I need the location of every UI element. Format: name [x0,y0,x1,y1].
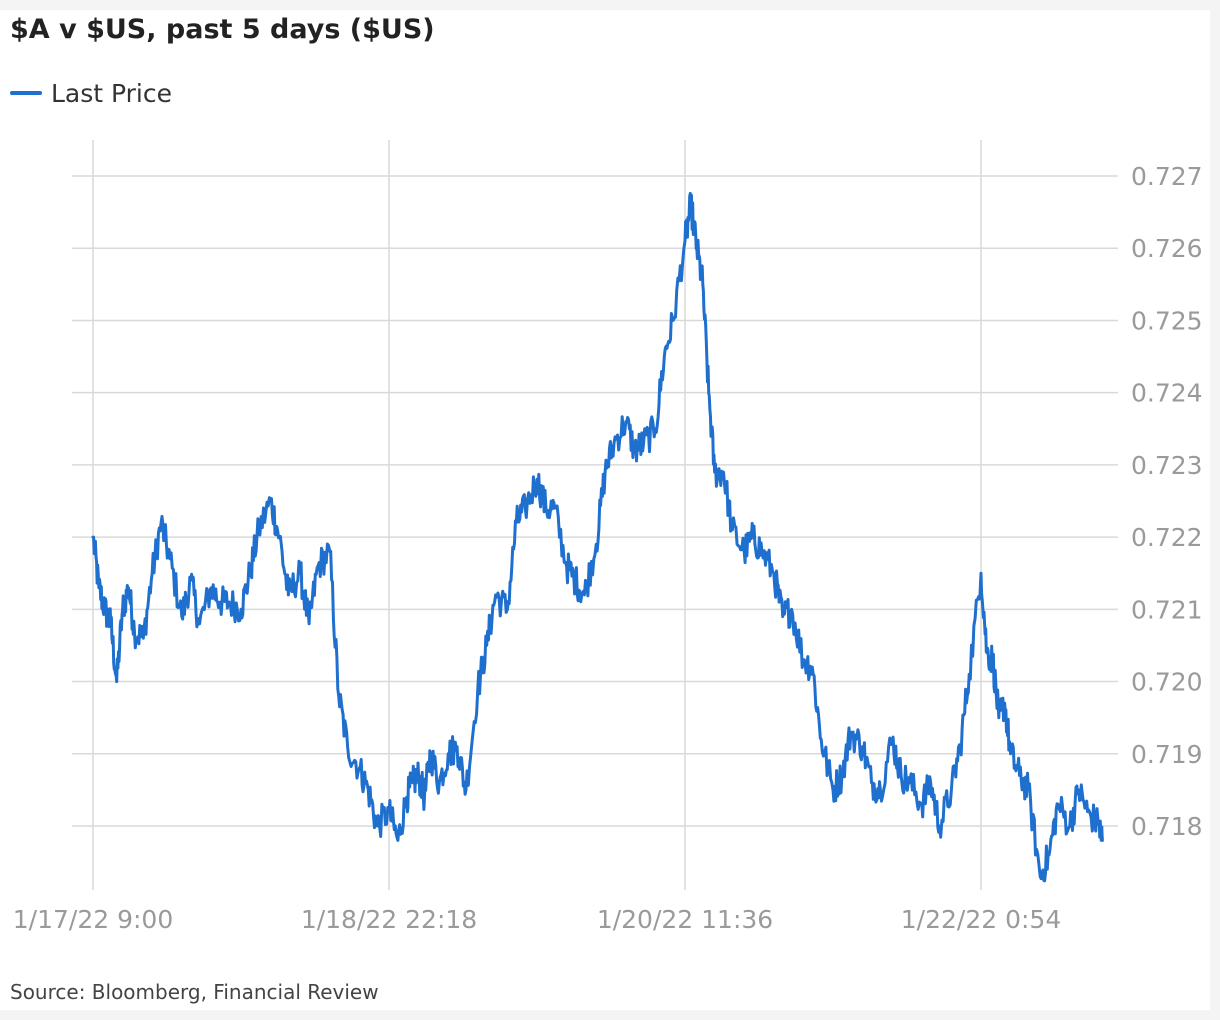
chart-title: $A v $US, past 5 days ($US) [10,14,435,45]
x-tick-label: 1/17/22 9:00 [13,905,173,934]
legend-swatch-last-price [10,91,42,95]
x-tick-label: 1/20/22 11:36 [597,905,773,934]
y-tick-label: 0.723 [1131,451,1203,480]
x-tick-label: 1/22/22 0:54 [901,905,1061,934]
y-tick-label: 0.726 [1131,234,1203,263]
series-line-last-price [91,191,1104,883]
y-tick-label: 0.727 [1131,162,1203,191]
y-tick-label: 0.720 [1131,668,1203,697]
legend-label-last-price: Last Price [51,78,173,108]
y-tick-label: 0.719 [1131,740,1203,769]
y-tick-label: 0.724 [1131,379,1203,408]
series-layer [91,191,1104,883]
y-tick-label: 0.725 [1131,306,1203,335]
x-tick-label: 1/18/22 22:18 [301,905,477,934]
y-tick-label: 0.718 [1131,812,1203,841]
y-tick-label: 0.721 [1131,595,1203,624]
y-tick-label: 0.722 [1131,523,1203,552]
legend: Last Price [10,76,172,110]
source-note: Source: Bloomberg, Financial Review [10,980,379,1004]
grid-lines [72,140,1118,890]
axis-labels: 0.727 0.726 0.725 0.724 0.723 0.722 0.721 0.720… [13,162,1203,934]
